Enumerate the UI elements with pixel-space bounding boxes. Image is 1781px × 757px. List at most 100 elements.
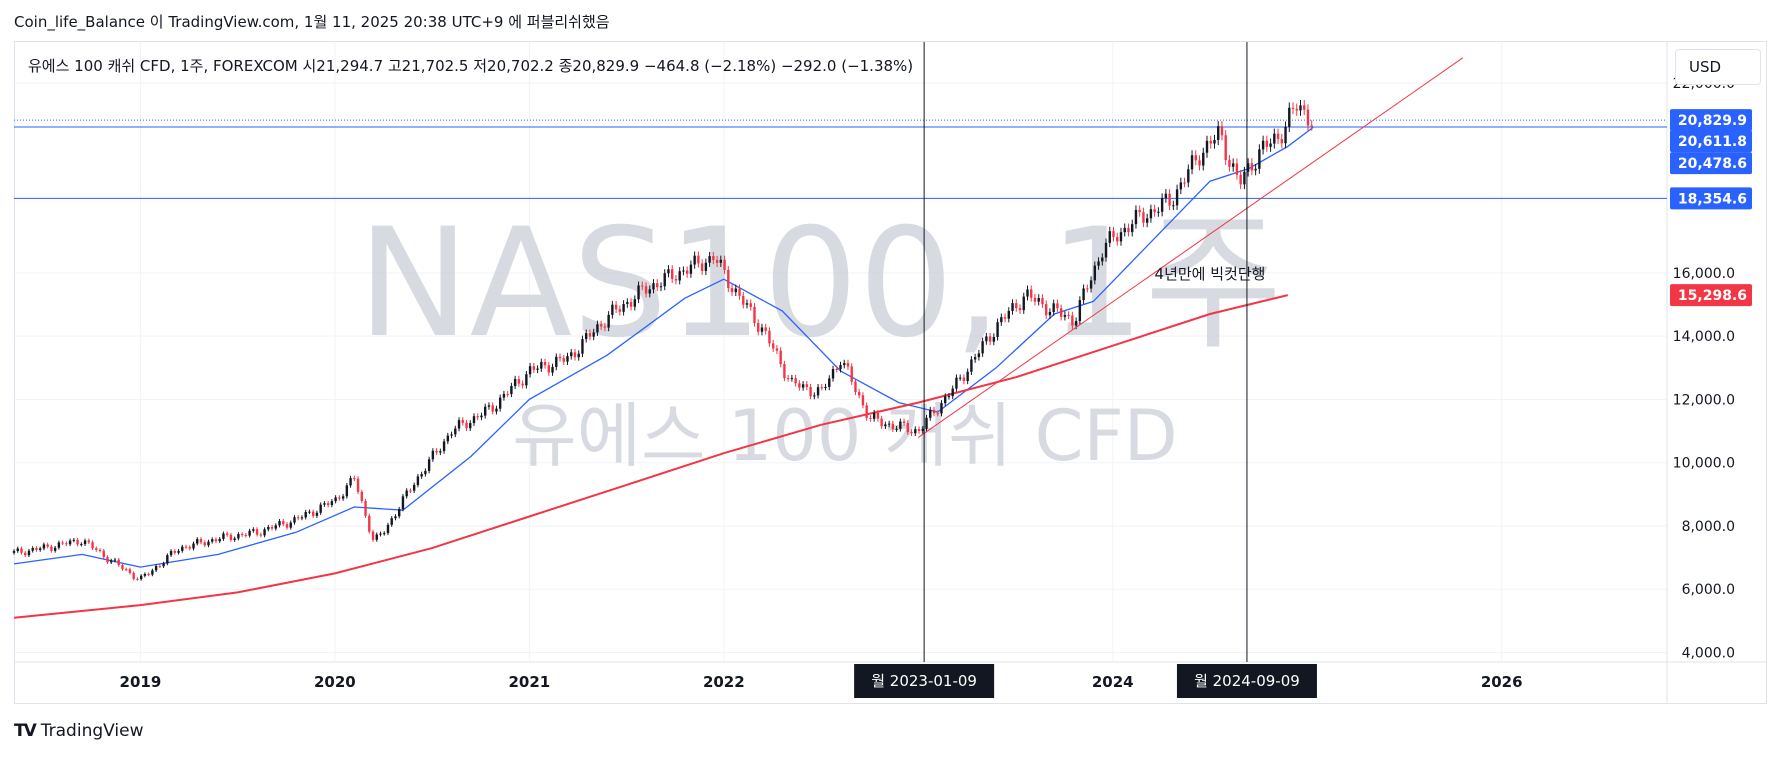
date-label-text: 월 2023-01-09 <box>871 672 977 690</box>
candle-body <box>1003 317 1007 319</box>
candle-body <box>274 525 277 529</box>
candle-body <box>1202 152 1205 166</box>
candle-body <box>596 324 599 333</box>
x-axis-tick-label: 2020 <box>314 673 356 691</box>
candle-body <box>742 295 745 305</box>
candle-body <box>1011 303 1014 311</box>
candle-body <box>1205 140 1209 153</box>
candle-body <box>1119 232 1123 242</box>
x-axis-tick-label: 2019 <box>120 673 162 691</box>
candle-body <box>820 387 824 389</box>
candle-body <box>1198 160 1201 166</box>
candle-body <box>472 416 476 424</box>
candle-body <box>794 378 797 384</box>
candle-body <box>801 384 805 388</box>
candle-body <box>865 405 868 418</box>
candle-body <box>330 501 334 506</box>
candle-body <box>1127 227 1130 233</box>
candle-body <box>805 384 809 387</box>
candle-body <box>323 503 326 505</box>
candle-body <box>233 538 236 540</box>
candle-body <box>207 541 210 546</box>
candle-body <box>843 363 846 366</box>
candle-body <box>555 356 558 367</box>
candle-body <box>461 420 464 423</box>
candle-body <box>326 503 330 506</box>
candle-body <box>1288 107 1291 127</box>
candle-body <box>1015 303 1018 309</box>
candle-body <box>558 356 562 359</box>
candle-body <box>1231 163 1235 167</box>
candle-body <box>925 417 928 429</box>
candle-body <box>65 543 68 545</box>
candle-body <box>1213 139 1216 144</box>
candle-body <box>551 366 554 373</box>
candle-body <box>386 524 390 534</box>
candle-body <box>887 423 891 425</box>
candle-body <box>667 269 670 274</box>
candle-body <box>311 511 315 516</box>
candle-body <box>300 517 304 519</box>
candle-body <box>540 362 543 369</box>
candle-body <box>891 423 895 430</box>
candle-body <box>958 377 962 379</box>
candle-body <box>1018 308 1022 311</box>
candle-body <box>1063 315 1067 317</box>
candle-body <box>566 356 569 362</box>
candle-body <box>1108 231 1111 243</box>
candle-body <box>1217 126 1220 140</box>
candle-body <box>1172 205 1175 207</box>
candle-body <box>1116 237 1119 242</box>
candle-body <box>981 341 984 354</box>
candle-body <box>521 383 524 386</box>
price-label-box <box>1670 152 1752 175</box>
candle-body <box>222 533 225 539</box>
candle-body <box>951 388 954 397</box>
candle-body <box>1033 297 1037 302</box>
candle-body <box>454 428 457 435</box>
candle-body <box>876 412 880 419</box>
ma-line-1 <box>13 126 1314 568</box>
candle-body <box>738 288 741 296</box>
candle-body <box>1071 315 1074 326</box>
candle-body <box>1164 193 1168 199</box>
candle-body <box>532 366 536 370</box>
candle-body <box>1000 317 1003 323</box>
candle-body <box>61 542 64 544</box>
candle-body <box>420 474 423 477</box>
candle-body <box>1037 298 1040 302</box>
candle-body <box>371 531 375 540</box>
candle-body <box>944 396 947 404</box>
candle-body <box>278 521 281 526</box>
candle-body <box>1157 211 1160 213</box>
date-label-box <box>854 664 995 698</box>
candle-body <box>349 478 352 486</box>
candle-body <box>495 408 498 412</box>
candle-body <box>1104 242 1108 258</box>
tradingview-logo[interactable]: TV TradingView <box>14 721 143 741</box>
candle-body <box>715 260 719 263</box>
candle-body <box>484 406 487 416</box>
candle-body <box>1134 209 1138 225</box>
candle-body <box>383 533 386 535</box>
candle-body <box>502 393 506 398</box>
candle-body <box>139 575 143 580</box>
candle-body <box>1048 311 1052 316</box>
candle-body <box>506 393 509 395</box>
candle-body <box>177 550 180 553</box>
candle-body <box>996 322 999 338</box>
candle-body <box>263 529 266 536</box>
candle-body <box>469 423 472 429</box>
candle-body <box>1056 303 1059 309</box>
candle-body <box>16 548 19 552</box>
candle-body <box>368 515 371 532</box>
currency-button[interactable]: USD <box>1675 49 1761 85</box>
candle-body <box>783 364 786 379</box>
candle-body <box>334 497 337 502</box>
candle-body <box>68 540 72 545</box>
price-label-text: 18,354.6 <box>1678 191 1747 207</box>
candle-body <box>319 504 322 513</box>
x-axis-tick-label: 2024 <box>1092 673 1134 691</box>
candle-body <box>528 366 532 375</box>
